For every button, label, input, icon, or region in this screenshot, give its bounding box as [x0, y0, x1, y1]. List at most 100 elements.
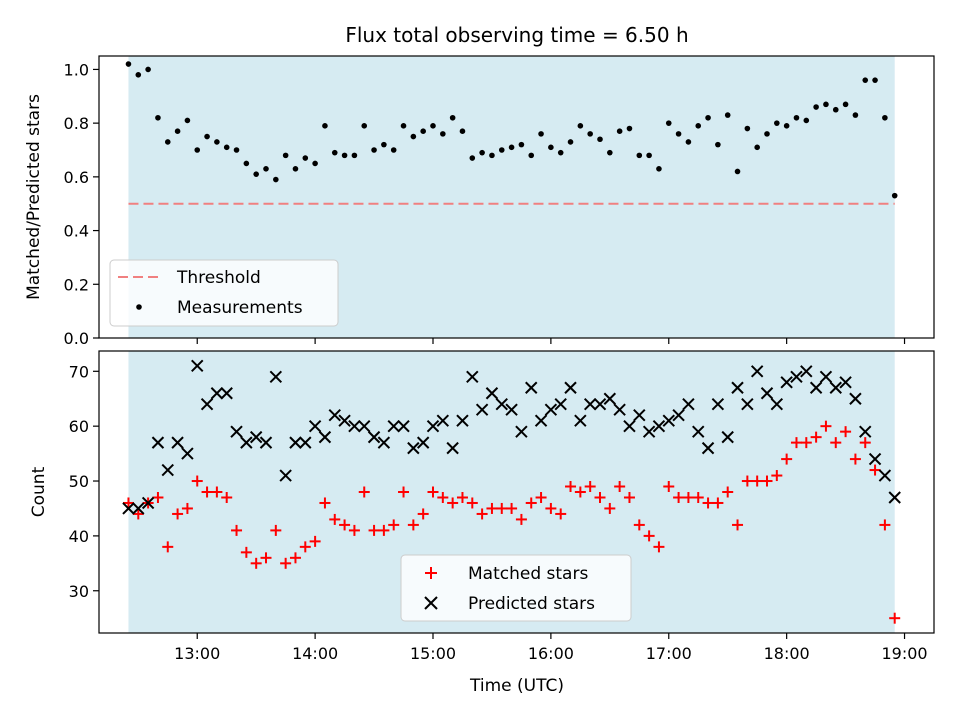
predicted-star-point	[583, 398, 597, 411]
predicted-star-point	[200, 398, 214, 411]
matched-star-point	[565, 481, 577, 493]
x-tick-label: 13:00	[174, 644, 220, 663]
matched-star-point	[623, 491, 635, 503]
predicted-star-point	[525, 381, 538, 394]
x-tick-label: 18:00	[764, 644, 810, 663]
measurement-point	[616, 128, 623, 134]
predicted-star-point	[416, 436, 430, 449]
predicted-star-point	[741, 398, 754, 411]
bottom-y-axis-label: Count	[29, 466, 49, 517]
predicted-star-point	[603, 392, 617, 405]
predicted-star-point	[593, 398, 607, 411]
measurement-point	[567, 139, 574, 145]
matched-star-point	[388, 519, 400, 531]
matched-star-point	[319, 497, 331, 509]
predicted-star-point	[839, 376, 852, 389]
measurement-point	[312, 160, 318, 167]
matched-star-point	[879, 519, 891, 531]
predicted-star-point	[299, 436, 312, 449]
matched-star-point	[456, 491, 468, 503]
measurement-point	[764, 131, 770, 137]
y-tick-label: 70	[69, 362, 89, 381]
measurement-point	[528, 152, 535, 159]
matched-star-point	[476, 508, 488, 520]
matched-star-point	[751, 475, 763, 487]
predicted-star-point	[633, 408, 646, 422]
matched-star-point	[594, 491, 606, 503]
measurement-point	[449, 114, 456, 121]
matched-star-point	[506, 502, 518, 514]
measurement-point	[685, 139, 692, 145]
measurement-point	[420, 128, 426, 134]
matched-star-point	[545, 502, 557, 514]
predicted-star-point	[701, 441, 715, 455]
matched-star-point	[339, 519, 351, 531]
predicted-star-point	[721, 430, 734, 444]
measurement-point	[636, 152, 643, 159]
matched-star-point	[152, 491, 164, 503]
measurement-point	[548, 144, 554, 151]
measurement-point	[322, 123, 328, 129]
measurement-point	[292, 166, 299, 172]
predicted-star-point	[259, 436, 273, 449]
predicted-star-point	[132, 502, 145, 515]
measurement-point	[872, 77, 878, 83]
measurement-point	[233, 147, 240, 153]
x-tick-label: 16:00	[528, 644, 574, 663]
predicted-star-point	[613, 403, 626, 416]
y-tick-label: 0.8	[64, 114, 89, 133]
predicted-star-point	[859, 425, 872, 438]
measurement-point	[508, 144, 515, 151]
measurement-point	[626, 125, 633, 132]
measurement-point	[724, 112, 731, 118]
predicted-star-point	[692, 425, 705, 438]
predicted-star-point	[682, 398, 695, 411]
matched-star-point	[820, 420, 832, 432]
measurement-point	[351, 152, 358, 159]
matched-star-point	[280, 557, 292, 569]
matched-star-point	[309, 535, 321, 547]
matched-star-point	[496, 502, 508, 514]
measurement-point	[891, 192, 898, 199]
matched-star-point	[555, 508, 567, 520]
predicted-star-point	[446, 441, 459, 455]
chart-title: Flux total observing time = 6.50 h	[345, 23, 688, 47]
predicted-star-point	[780, 376, 793, 389]
matched-star-point	[741, 475, 753, 487]
measurement-point	[440, 131, 446, 137]
matched-star-point	[810, 431, 822, 443]
matched-star-point	[221, 491, 233, 503]
predicted-star-point	[407, 441, 420, 455]
matched-star-point	[358, 486, 370, 498]
matched-star-point	[368, 524, 380, 536]
predicted-star-point	[800, 365, 813, 378]
measurement-point	[577, 123, 584, 129]
measurement-point	[705, 114, 711, 121]
matched-star-point	[437, 491, 449, 503]
predicted-star-point	[466, 370, 479, 383]
measurement-point	[774, 120, 780, 126]
matched-stars-series	[122, 420, 901, 624]
top-x-ticks	[196, 338, 906, 344]
x-tick-label: 19:00	[881, 644, 927, 663]
matched-star-point	[211, 486, 223, 498]
legend-matched-label: Matched stars	[468, 564, 588, 584]
measurement-point	[204, 133, 210, 140]
y-tick-label: 0.6	[64, 168, 89, 187]
matched-star-point	[201, 486, 213, 498]
measurement-point	[155, 114, 161, 121]
matched-star-point	[122, 497, 134, 509]
measurement-point	[695, 123, 702, 129]
predicted-star-point	[849, 392, 862, 405]
measurement-point	[174, 128, 181, 134]
predicted-star-point	[564, 381, 577, 394]
measurement-point	[469, 155, 476, 161]
matched-star-point	[270, 524, 282, 536]
predicted-star-point	[456, 414, 469, 427]
predicted-star-point	[240, 436, 253, 449]
predicted-star-point	[367, 430, 381, 444]
predicted-star-point	[554, 398, 567, 411]
matched-star-point	[240, 546, 252, 558]
measurement-point	[862, 77, 869, 83]
measurement-point	[410, 133, 417, 140]
